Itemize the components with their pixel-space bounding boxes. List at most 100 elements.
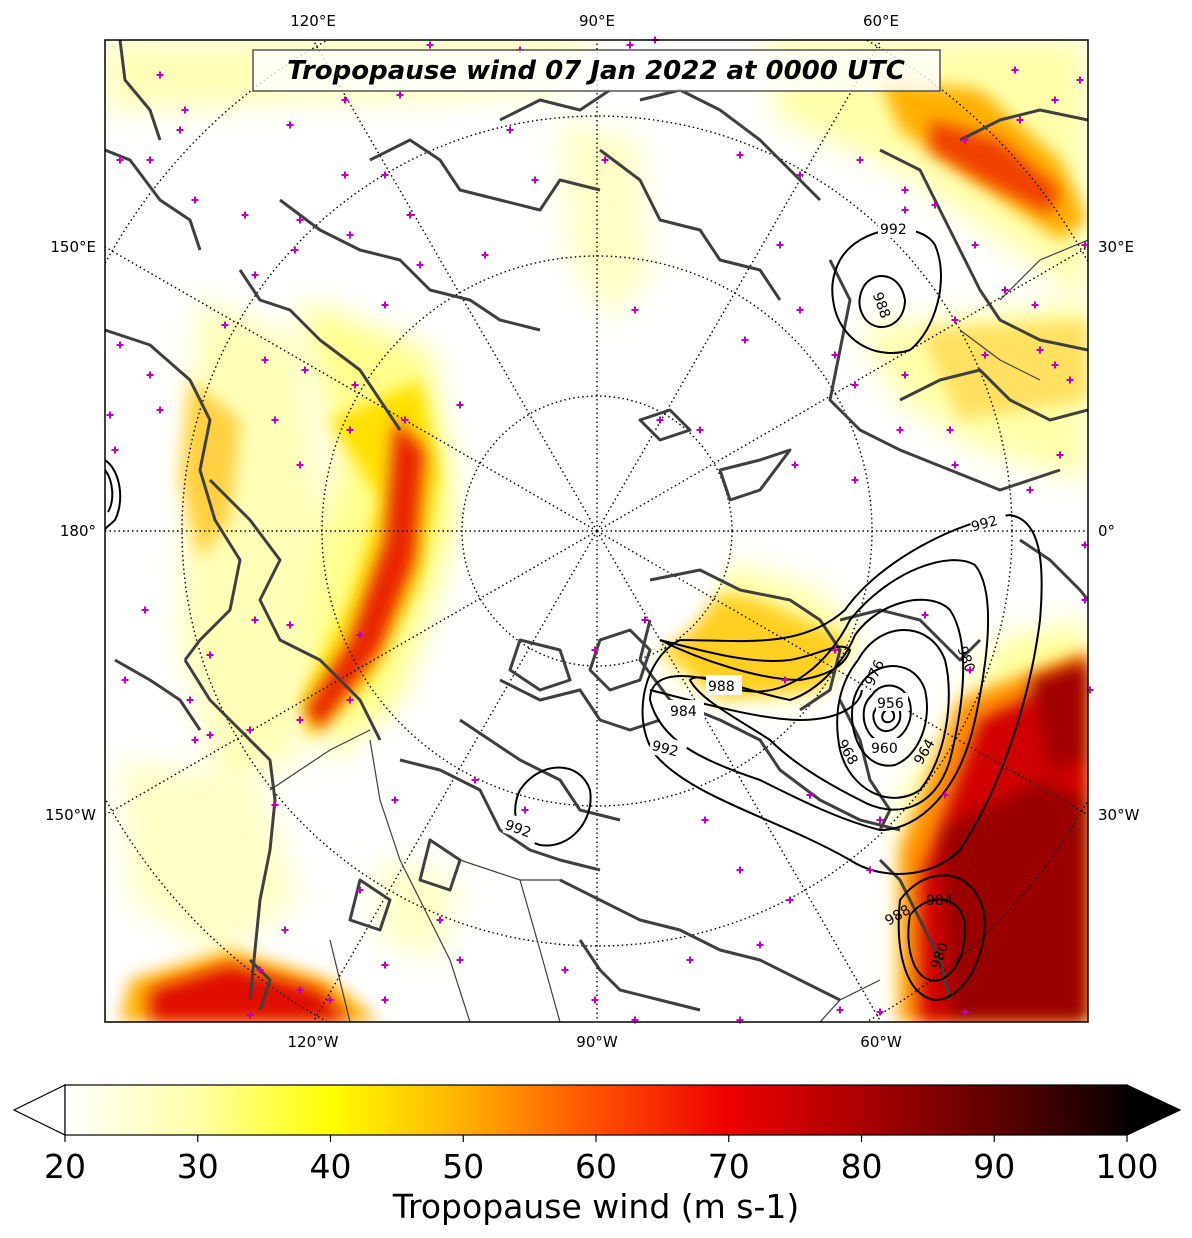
station-marker: [341, 96, 349, 104]
map-title: Tropopause wind 07 Jan 2022 at 0000 UTC: [287, 56, 905, 86]
station-marker: [776, 241, 784, 249]
station-marker: [326, 996, 334, 1004]
station-marker: [381, 301, 389, 309]
station-marker: [1001, 286, 1009, 294]
station-marker: [251, 271, 259, 279]
station-marker: [156, 71, 164, 79]
station-marker: [736, 866, 744, 874]
station-marker: [206, 651, 214, 659]
contour-label: 956: [877, 696, 904, 712]
station-marker: [251, 616, 259, 624]
lon-label-right: 30°W: [1098, 806, 1140, 824]
station-marker: [356, 886, 364, 894]
contour-label: 960: [871, 741, 898, 757]
station-marker: [346, 696, 354, 704]
station-marker: [116, 341, 124, 349]
lon-label-bottom: 60°W: [860, 1033, 902, 1051]
map-frame: [104, 39, 1089, 1023]
station-marker: [381, 171, 389, 179]
station-marker: [736, 151, 744, 159]
station-marker: [261, 356, 269, 364]
station-marker: [1016, 116, 1024, 124]
station-marker: [106, 411, 114, 419]
station-marker: [876, 1008, 884, 1016]
station-marker: [271, 801, 279, 809]
station-marker: [281, 926, 289, 934]
contour-label: 992: [880, 222, 907, 238]
station-marker: [301, 366, 309, 374]
station-marker: [686, 956, 694, 964]
contour-label: 984: [670, 704, 697, 720]
station-marker: [286, 121, 294, 129]
station-marker: [291, 246, 299, 254]
station-marker: [971, 241, 979, 249]
lon-label-right: 30°E: [1098, 238, 1134, 256]
colorbar-tick-label: 60: [575, 1147, 617, 1186]
lon-label-left: 150°E: [50, 238, 96, 256]
station-marker: [206, 731, 214, 739]
lon-label-bottom: 120°W: [288, 1033, 339, 1051]
station-marker: [946, 426, 954, 434]
station-marker: [591, 646, 599, 654]
station-marker: [506, 126, 514, 134]
station-marker: [156, 406, 164, 414]
station-marker: [346, 426, 354, 434]
station-marker: [146, 371, 154, 379]
station-marker: [186, 696, 194, 704]
station-marker: [1051, 361, 1059, 369]
station-marker: [146, 156, 154, 164]
station-marker: [406, 211, 414, 219]
station-marker: [836, 1006, 844, 1014]
station-marker: [876, 816, 884, 824]
lon-label-bottom: 90°W: [576, 1033, 618, 1051]
station-marker: [901, 206, 909, 214]
station-marker: [1036, 346, 1044, 354]
station-marker: [271, 416, 279, 424]
station-marker: [831, 351, 839, 359]
colorbar-label: Tropopause wind (m s-1): [392, 1187, 800, 1226]
station-marker: [111, 446, 119, 454]
station-marker: [901, 371, 909, 379]
station-marker: [591, 996, 599, 1004]
station-marker: [416, 261, 424, 269]
station-marker: [181, 106, 189, 114]
station-marker: [296, 716, 304, 724]
station-marker: [391, 796, 399, 804]
station-marker: [781, 676, 789, 684]
station-marker: [951, 461, 959, 469]
station-marker: [961, 136, 969, 144]
station-marker: [806, 791, 814, 799]
station-marker: [1066, 376, 1074, 384]
station-marker: [381, 996, 389, 1004]
station-marker: [221, 321, 229, 329]
station-marker: [896, 426, 904, 434]
station-marker: [701, 816, 709, 824]
station-marker: [856, 156, 864, 164]
station-marker: [141, 606, 149, 614]
station-marker: [116, 156, 124, 164]
graticule: [105, 40, 1088, 1022]
colorbar-tick-label: 90: [973, 1147, 1015, 1186]
station-marker: [456, 401, 464, 409]
colorbar-tick-label: 20: [44, 1147, 86, 1186]
station-marker: [951, 316, 959, 324]
station-marker: [1031, 301, 1039, 309]
station-marker: [561, 966, 569, 974]
contour-label: 992: [650, 738, 680, 760]
station-marker: [961, 1008, 969, 1016]
lon-label-left: 180°: [60, 522, 96, 540]
station-marker: [191, 736, 199, 744]
station-marker: [921, 611, 929, 619]
station-marker: [966, 666, 974, 674]
station-marker: [901, 186, 909, 194]
station-marker: [471, 776, 479, 784]
lon-label-top: 120°E: [290, 12, 336, 30]
station-marker: [696, 426, 704, 434]
station-marker: [191, 196, 199, 204]
station-marker: [1051, 96, 1059, 104]
lon-label-top: 60°E: [863, 12, 899, 30]
lon-label-left: 150°W: [45, 806, 96, 824]
station-marker: [941, 791, 949, 799]
wind-shading: [105, 40, 1088, 1022]
